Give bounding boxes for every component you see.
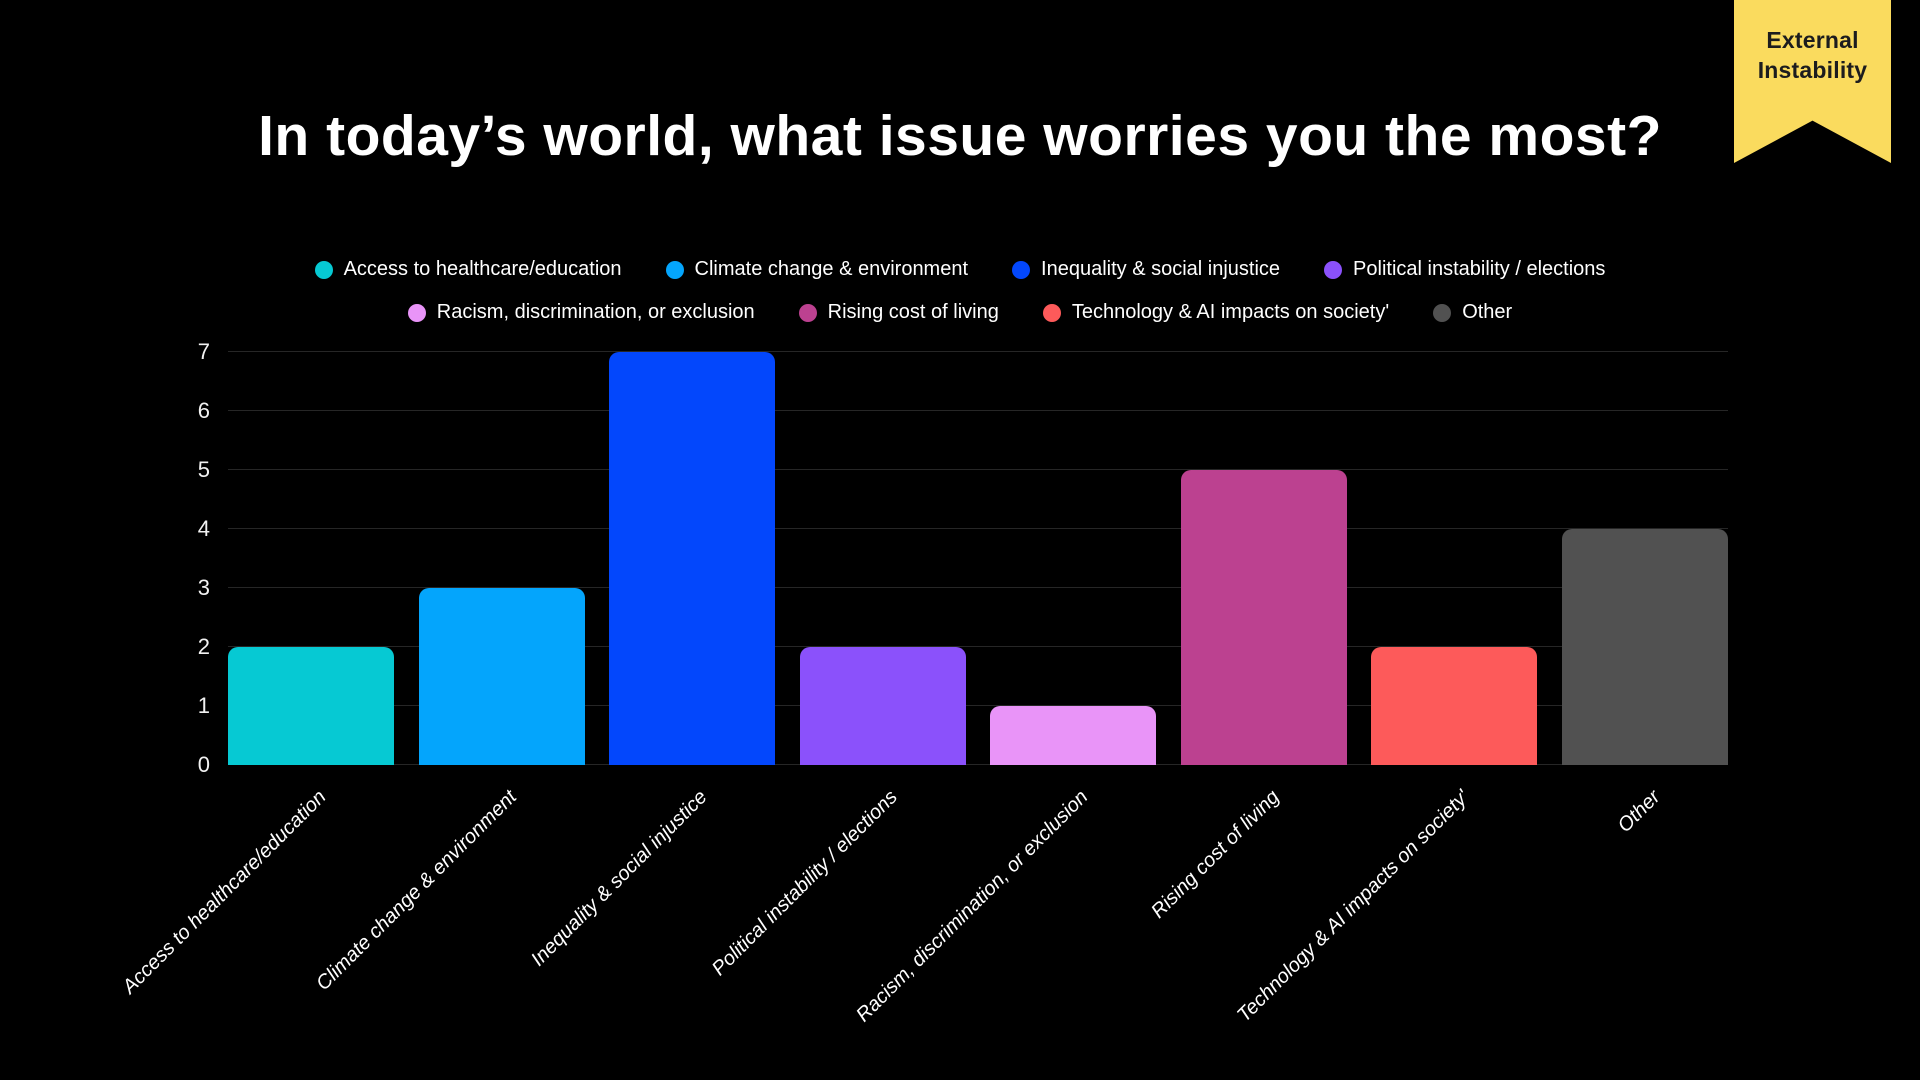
y-tick-label: 3 — [197, 575, 210, 600]
legend-dot-icon — [314, 260, 333, 279]
legend-label: Racism, discrimination, or exclusion — [436, 301, 755, 323]
gridline — [228, 705, 1728, 706]
gridline — [228, 764, 1728, 765]
plot-area: 0 1 2 3 4 5 6 7 Access to healthcare/education C… — [118, 341, 1728, 1026]
legend-item: Other — [1433, 301, 1512, 324]
legend-dot-icon — [1012, 260, 1031, 279]
x-tick-label: Inequality & social injustice — [527, 786, 712, 971]
gridline — [228, 351, 1728, 352]
x-tick-label: Other — [1613, 786, 1665, 837]
y-tick-label: 1 — [197, 693, 210, 718]
bar — [418, 588, 585, 765]
legend-item: Inequality & social injustice — [1012, 258, 1280, 281]
legend-item: Rising cost of living — [798, 301, 999, 324]
ribbon-text-line1: External — [1766, 27, 1859, 53]
legend-row: Access to healthcare/education Climate ch… — [314, 258, 1605, 281]
bar — [1561, 529, 1728, 765]
legend-label: Other — [1462, 301, 1513, 323]
gridline — [228, 646, 1728, 647]
y-axis: 0 1 2 3 4 5 6 7 — [198, 341, 1728, 776]
bar — [228, 647, 394, 765]
x-tick-label: Racism, discrimination, or exclusion — [852, 786, 1093, 1027]
gridlines — [228, 351, 1728, 765]
y-tick-label: 5 — [197, 457, 210, 482]
legend-dot-icon — [1433, 303, 1452, 322]
ribbon-text-line2: Instability — [1757, 57, 1868, 84]
bar — [1180, 470, 1347, 765]
gridline — [228, 587, 1728, 588]
chart-title: In today’s world, what issue worries you… — [258, 104, 1662, 168]
bar — [609, 352, 776, 765]
y-tick-label: 7 — [197, 339, 210, 364]
x-tick-label: Access to healthcare/education — [118, 786, 331, 999]
gridline — [228, 469, 1728, 470]
x-tick-label: Rising cost of living — [1146, 786, 1284, 923]
y-tick-label: 0 — [197, 752, 210, 777]
legend-label: Technology & AI impacts on society' — [1071, 301, 1390, 323]
legend-dot-icon — [665, 260, 684, 279]
legend-dot-icon — [407, 303, 426, 322]
legend-row: Racism, discrimination, or exclusion Risi… — [407, 301, 1512, 324]
legend-item: Racism, discrimination, or exclusion — [407, 301, 755, 324]
legend-label: Political instability / elections — [1353, 258, 1606, 280]
legend-item: Technology & AI impacts on society' — [1042, 301, 1390, 324]
legend-label: Climate change & environment — [694, 258, 969, 280]
legend-label: Rising cost of living — [827, 301, 999, 323]
legend: Access to healthcare/education Climate ch… — [0, 258, 1920, 324]
legend-label: Access to healthcare/education — [343, 258, 622, 280]
gridline — [228, 528, 1728, 529]
bar — [1371, 647, 1538, 765]
x-tick-label: Technology & AI impacts on society' — [1233, 786, 1474, 1027]
legend-item: Access to healthcare/education — [314, 258, 622, 281]
legend-label: Inequality & social injustice — [1041, 258, 1281, 280]
bars — [228, 352, 1728, 765]
legend-dot-icon — [1042, 303, 1061, 322]
x-tick-label: Political instability / elections — [708, 786, 903, 980]
legend-dot-icon — [798, 303, 817, 322]
legend-item: Climate change & environment — [665, 258, 969, 281]
bar — [799, 647, 966, 765]
y-tick-label: 6 — [197, 398, 210, 423]
legend-item: Political instability / elections — [1324, 258, 1605, 281]
bar — [990, 706, 1157, 765]
gridline — [228, 410, 1728, 411]
x-tick-label: Climate change & environment — [312, 786, 522, 995]
y-tick-label: 4 — [197, 516, 210, 541]
y-tick-label: 2 — [197, 634, 210, 659]
legend-dot-icon — [1324, 260, 1343, 279]
